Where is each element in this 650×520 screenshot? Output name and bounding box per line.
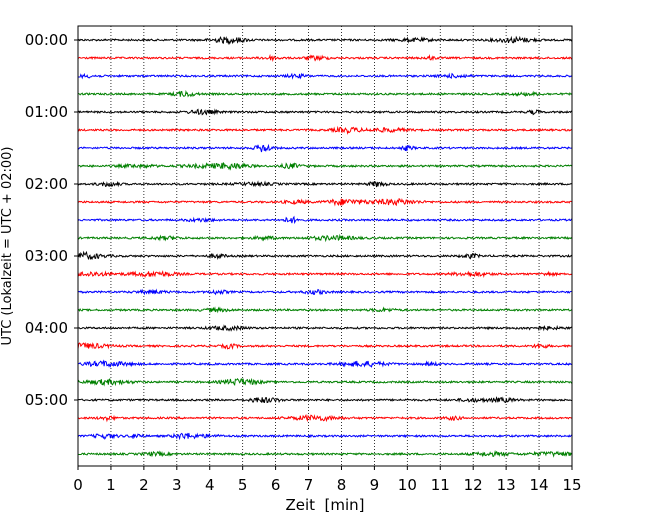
plot-frame [77, 25, 573, 467]
x-tick-label: 0 [73, 476, 83, 494]
trace-line [77, 35, 573, 45]
plot-background [78, 26, 572, 466]
trace-line [77, 180, 573, 188]
x-tick-label: 2 [139, 476, 149, 494]
x-tick-label: 9 [370, 476, 380, 494]
trace-line [77, 143, 572, 153]
trace-line [77, 89, 573, 98]
trace-line [77, 432, 573, 441]
x-tick-label: 3 [172, 476, 182, 494]
x-tick-label: 15 [562, 476, 581, 494]
x-tick-label: 4 [205, 476, 215, 494]
x-tick-label: 14 [530, 476, 549, 494]
trace-line [77, 288, 573, 296]
trace-line [77, 306, 573, 314]
y-axis-label: UTC (Lokalzeit = UTC + 02:00) [0, 147, 15, 346]
trace-line [77, 324, 573, 332]
x-tick-label: 10 [398, 476, 417, 494]
x-tick-label: 11 [431, 476, 450, 494]
trace-line [77, 250, 573, 261]
y-tick-label: 02:00 [25, 175, 68, 193]
trace-line [77, 53, 573, 63]
trace-line [77, 233, 573, 243]
trace-line [77, 270, 573, 278]
trace-line [77, 414, 573, 423]
x-tick-label: 7 [304, 476, 314, 494]
y-tick-label: 03:00 [25, 247, 68, 265]
x-axis: 0 1 2 3 4 5 6 7 8 9 10 11 12 13 14 15 [73, 466, 582, 494]
trace-line [77, 449, 573, 458]
x-tick-label: 13 [497, 476, 516, 494]
y-tick-label: 04:00 [25, 319, 68, 337]
trace-group [77, 35, 573, 458]
x-tick-label: 8 [337, 476, 347, 494]
y-tick-label: 01:00 [25, 103, 68, 121]
trace-line [77, 198, 573, 207]
trace-line [77, 215, 573, 225]
x-axis-label: Zeit [min] [285, 496, 364, 514]
x-tick-label: 6 [271, 476, 281, 494]
vertical-grid [110, 26, 540, 466]
x-tick-label: 1 [106, 476, 116, 494]
trace-line [77, 359, 573, 368]
trace-line [77, 161, 573, 171]
y-tick-label: 00:00 [25, 31, 68, 49]
trace-line [77, 342, 573, 350]
x-tick-label: 5 [238, 476, 248, 494]
trace-line [77, 108, 573, 116]
trace-line [77, 72, 573, 80]
y-tick-label: 05:00 [25, 391, 68, 409]
y-axis: 00:00 01:00 02:00 03:00 04:00 05:00 [25, 31, 78, 409]
x-tick-label: 12 [464, 476, 483, 494]
trace-line [77, 377, 573, 387]
trace-line [77, 125, 573, 135]
trace-line [77, 396, 573, 404]
